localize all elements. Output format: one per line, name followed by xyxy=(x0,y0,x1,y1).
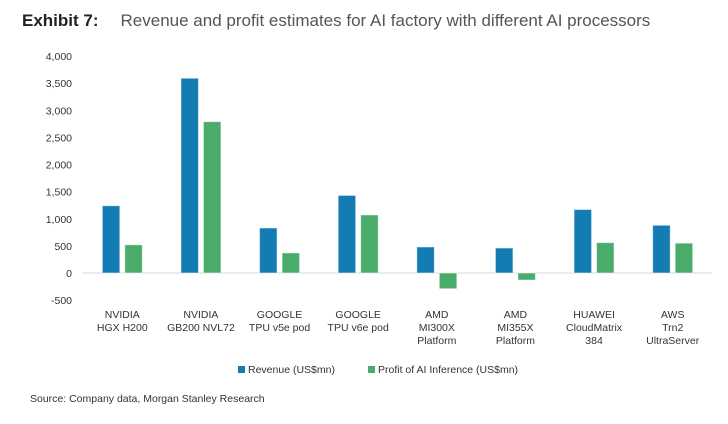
x-tick-label: AMD xyxy=(504,309,528,321)
x-tick-label: MI355X xyxy=(497,322,533,334)
y-tick-label: 1,500 xyxy=(46,187,72,199)
bar-revenue xyxy=(652,224,671,274)
bar-profit xyxy=(281,252,301,274)
bar-profit xyxy=(596,242,615,274)
y-tick-label: 3,000 xyxy=(46,105,72,117)
x-tick-label: TPU v6e pod xyxy=(328,322,389,334)
y-tick-label: 500 xyxy=(54,241,72,253)
legend-swatch xyxy=(368,366,375,373)
bar-revenue xyxy=(101,205,121,274)
bar-profit xyxy=(438,272,458,290)
bar-revenue xyxy=(180,77,199,274)
y-tick-label: 1,000 xyxy=(46,214,72,226)
bar-profit xyxy=(360,214,379,274)
x-tick-label: UltraServer xyxy=(646,335,700,347)
y-tick-label: 2,000 xyxy=(46,160,72,172)
x-tick-label: AMD xyxy=(425,309,449,321)
bar-revenue xyxy=(337,194,357,274)
x-tick-label: Trn2 xyxy=(662,322,683,334)
x-tick-label: GOOGLE xyxy=(335,309,381,321)
legend-swatch xyxy=(238,366,245,373)
y-tick-label: 3,500 xyxy=(46,78,72,90)
exhibit-label: Exhibit 7: xyxy=(22,11,99,30)
x-tick-label: HUAWEI xyxy=(573,309,615,321)
y-tick-label: 2,500 xyxy=(46,132,72,144)
bar-revenue xyxy=(416,246,435,274)
x-tick-label: Platform xyxy=(496,335,535,347)
source-note: Source: Company data, Morgan Stanley Res… xyxy=(30,393,265,405)
x-tick-label: Platform xyxy=(417,335,456,347)
x-tick-label: MI300X xyxy=(419,322,455,334)
bar-revenue xyxy=(573,209,593,274)
x-tick-label: NVIDIA xyxy=(183,309,218,321)
x-tick-label: GB200 NVL72 xyxy=(167,322,235,334)
title-text: Revenue and profit estimates for AI fact… xyxy=(120,11,651,30)
bar-profit xyxy=(202,121,222,274)
y-tick-label: 0 xyxy=(66,268,72,280)
chart-title: Exhibit 7: Revenue and profit estimates f… xyxy=(22,11,650,31)
x-tick-label: AWS xyxy=(661,309,685,321)
x-tick-label: GOOGLE xyxy=(257,309,303,321)
bar-revenue xyxy=(259,227,278,274)
bar-revenue xyxy=(494,247,514,274)
bar-profit xyxy=(124,244,143,274)
x-tick-label: CloudMatrix xyxy=(566,322,623,334)
bar-profit xyxy=(517,272,536,281)
legend-label: Revenue (US$mn) xyxy=(248,364,335,376)
x-tick-label: HGX H200 xyxy=(97,322,148,334)
bar-profit xyxy=(674,242,694,274)
x-tick-label: NVIDIA xyxy=(105,309,140,321)
y-tick-label: 4,000 xyxy=(46,51,72,63)
legend-label: Profit of AI Inference (US$mn) xyxy=(378,364,518,376)
x-tick-label: TPU v5e pod xyxy=(249,322,310,334)
y-tick-label: -500 xyxy=(51,295,72,307)
x-tick-label: 384 xyxy=(585,335,603,347)
